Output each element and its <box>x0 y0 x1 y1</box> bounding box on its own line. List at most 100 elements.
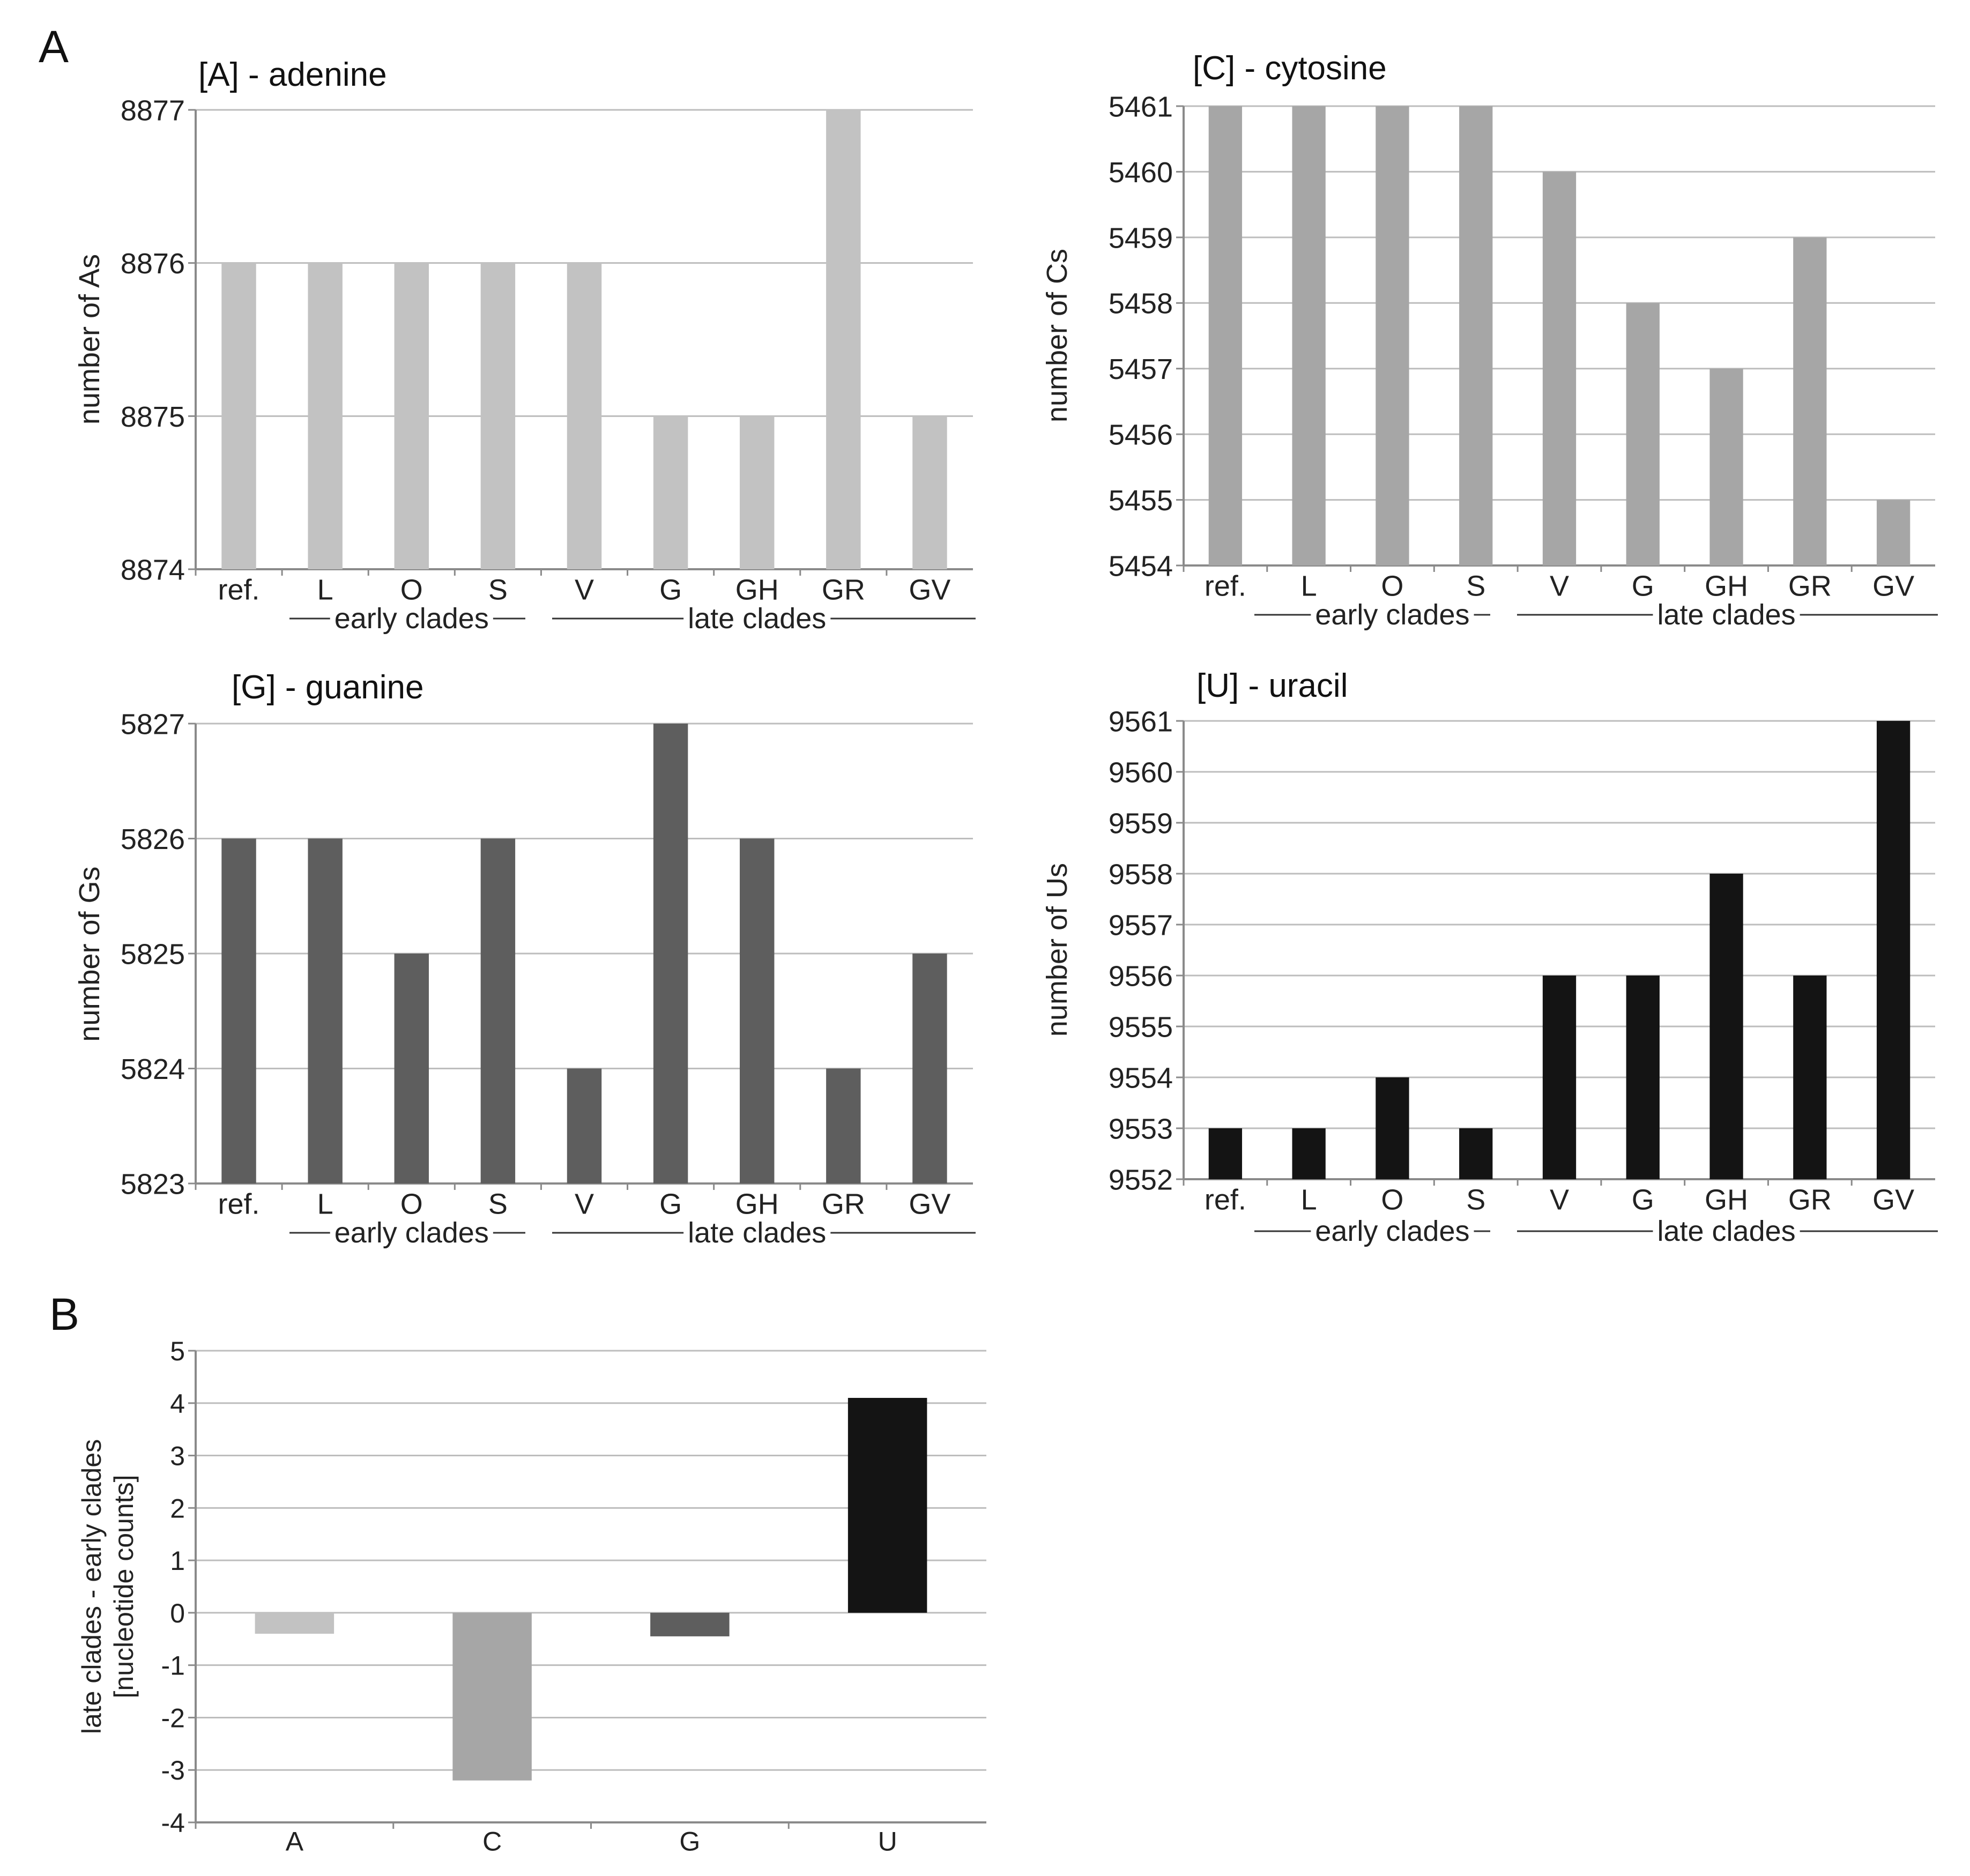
y-tick-label: 9555 <box>1109 1011 1173 1043</box>
bar-uracil-3 <box>1459 1128 1493 1179</box>
group-label-backdrop <box>1653 1215 1800 1247</box>
group-label-backdrop <box>683 1217 831 1249</box>
chart-uracil: 9552 9553 9554 9555 9556 9557 9558 9559 9560 9561… <box>1041 667 1938 1247</box>
x-tick-label: G <box>1632 570 1654 602</box>
x-tick-label: GR <box>1788 570 1832 602</box>
bar-guanine-6 <box>740 838 775 1183</box>
x-tick-label: V <box>1550 570 1569 602</box>
x-tick-label: ref. <box>1205 570 1246 602</box>
bar-cytosine-2 <box>1376 106 1409 565</box>
x-tick-label: ref. <box>218 574 260 606</box>
chart-title: [G] - guanine <box>232 669 423 706</box>
bar-cytosine-5 <box>1626 303 1660 565</box>
bar-difference-2 <box>650 1612 730 1636</box>
y-tick-label: 8875 <box>121 401 185 433</box>
group-label: late clades <box>688 1217 826 1249</box>
y-tick-label: 9559 <box>1109 807 1173 839</box>
y-axis-label: number of Us <box>1041 863 1073 1037</box>
chart-title: [A] - adenine <box>198 56 387 93</box>
y-tick-label: -4 <box>161 1808 185 1838</box>
bar-difference-1 <box>452 1612 532 1781</box>
y-tick-label: 5461 <box>1109 91 1173 123</box>
y-axis-label: late clades - early clades <box>77 1439 107 1734</box>
x-tick-label: O <box>1381 1184 1403 1216</box>
y-tick-label: 3 <box>170 1441 185 1471</box>
x-tick-label: A <box>286 1827 304 1857</box>
y-tick-label: -2 <box>161 1703 185 1733</box>
x-tick-label: GH <box>1705 1184 1748 1216</box>
x-tick-label: GR <box>822 574 865 606</box>
group-label: early clades <box>1315 1215 1469 1247</box>
group-label: early clades <box>334 602 489 635</box>
y-axis-label: number of As <box>73 254 106 425</box>
y-tick-label: 5457 <box>1109 353 1173 385</box>
group-label-backdrop <box>330 602 493 635</box>
y-tick-label: 5458 <box>1109 288 1173 320</box>
y-axis-label: number of Cs <box>1041 249 1073 422</box>
x-tick-label: G <box>659 574 682 606</box>
bar-adenine-4 <box>567 263 602 570</box>
y-tick-label: -1 <box>161 1651 185 1681</box>
bar-adenine-0 <box>221 263 256 570</box>
bar-cytosine-3 <box>1459 106 1493 565</box>
y-tick-label: 9554 <box>1109 1062 1173 1094</box>
bar-difference-3 <box>848 1398 927 1613</box>
y-tick-label: 9556 <box>1109 960 1173 992</box>
group-label-backdrop <box>330 1217 493 1249</box>
group-label-backdrop <box>1311 1215 1474 1247</box>
x-tick-label: GH <box>735 574 779 606</box>
x-tick-label: G <box>679 1827 700 1857</box>
bar-guanine-7 <box>826 1068 861 1183</box>
chart-title: [U] - uracil <box>1196 667 1348 704</box>
bar-adenine-5 <box>653 416 688 569</box>
group-label-backdrop <box>683 602 831 635</box>
y-tick-label: 9557 <box>1109 909 1173 941</box>
bar-guanine-8 <box>912 954 947 1183</box>
y-tick-label: 8874 <box>121 554 185 586</box>
x-tick-label: GV <box>909 1188 950 1220</box>
x-tick-label: GR <box>822 1188 865 1220</box>
x-tick-label: L <box>317 1188 333 1220</box>
bar-guanine-0 <box>221 838 256 1183</box>
panel-b-label: B <box>49 1289 80 1339</box>
bar-cytosine-7 <box>1793 237 1827 565</box>
x-tick-label: S <box>488 574 508 606</box>
y-tick-label: 5825 <box>121 938 185 970</box>
y-tick-label: 9561 <box>1109 705 1173 738</box>
bar-difference-0 <box>255 1612 334 1634</box>
y-tick-label: 8877 <box>121 94 185 126</box>
y-tick-label: 5454 <box>1109 550 1173 582</box>
x-tick-label: GV <box>1872 1184 1914 1216</box>
bar-cytosine-4 <box>1542 172 1577 565</box>
y-tick-label: 2 <box>170 1493 185 1523</box>
y-axis-label: [nucleotide counts] <box>109 1475 139 1699</box>
bar-uracil-4 <box>1542 976 1577 1179</box>
x-tick-label: C <box>482 1827 502 1857</box>
y-tick-label: 9553 <box>1109 1113 1173 1145</box>
x-tick-label: GV <box>1872 570 1914 602</box>
y-tick-label: 0 <box>170 1598 185 1628</box>
bar-uracil-6 <box>1709 874 1743 1179</box>
y-tick-label: 5460 <box>1109 157 1173 189</box>
x-tick-label: V <box>1550 1184 1569 1216</box>
bar-adenine-6 <box>740 416 775 569</box>
group-label-backdrop <box>1311 599 1474 631</box>
x-tick-label: L <box>1301 570 1317 602</box>
bar-uracil-2 <box>1376 1077 1409 1179</box>
x-tick-label: G <box>1632 1184 1654 1216</box>
y-tick-label: 5826 <box>121 823 185 855</box>
x-tick-label: O <box>400 574 423 606</box>
bar-uracil-7 <box>1793 976 1827 1179</box>
y-tick-label: 5456 <box>1109 419 1173 451</box>
bar-guanine-1 <box>308 838 343 1183</box>
y-tick-label: -3 <box>161 1755 185 1785</box>
y-tick-label: 5824 <box>121 1053 185 1085</box>
x-tick-label: O <box>1381 570 1403 602</box>
x-tick-label: G <box>659 1188 682 1220</box>
x-tick-label: U <box>878 1827 897 1857</box>
y-tick-label: 9560 <box>1109 756 1173 788</box>
y-tick-label: 1 <box>170 1546 185 1576</box>
x-tick-label: L <box>317 574 333 606</box>
y-tick-label: 8876 <box>121 248 185 280</box>
